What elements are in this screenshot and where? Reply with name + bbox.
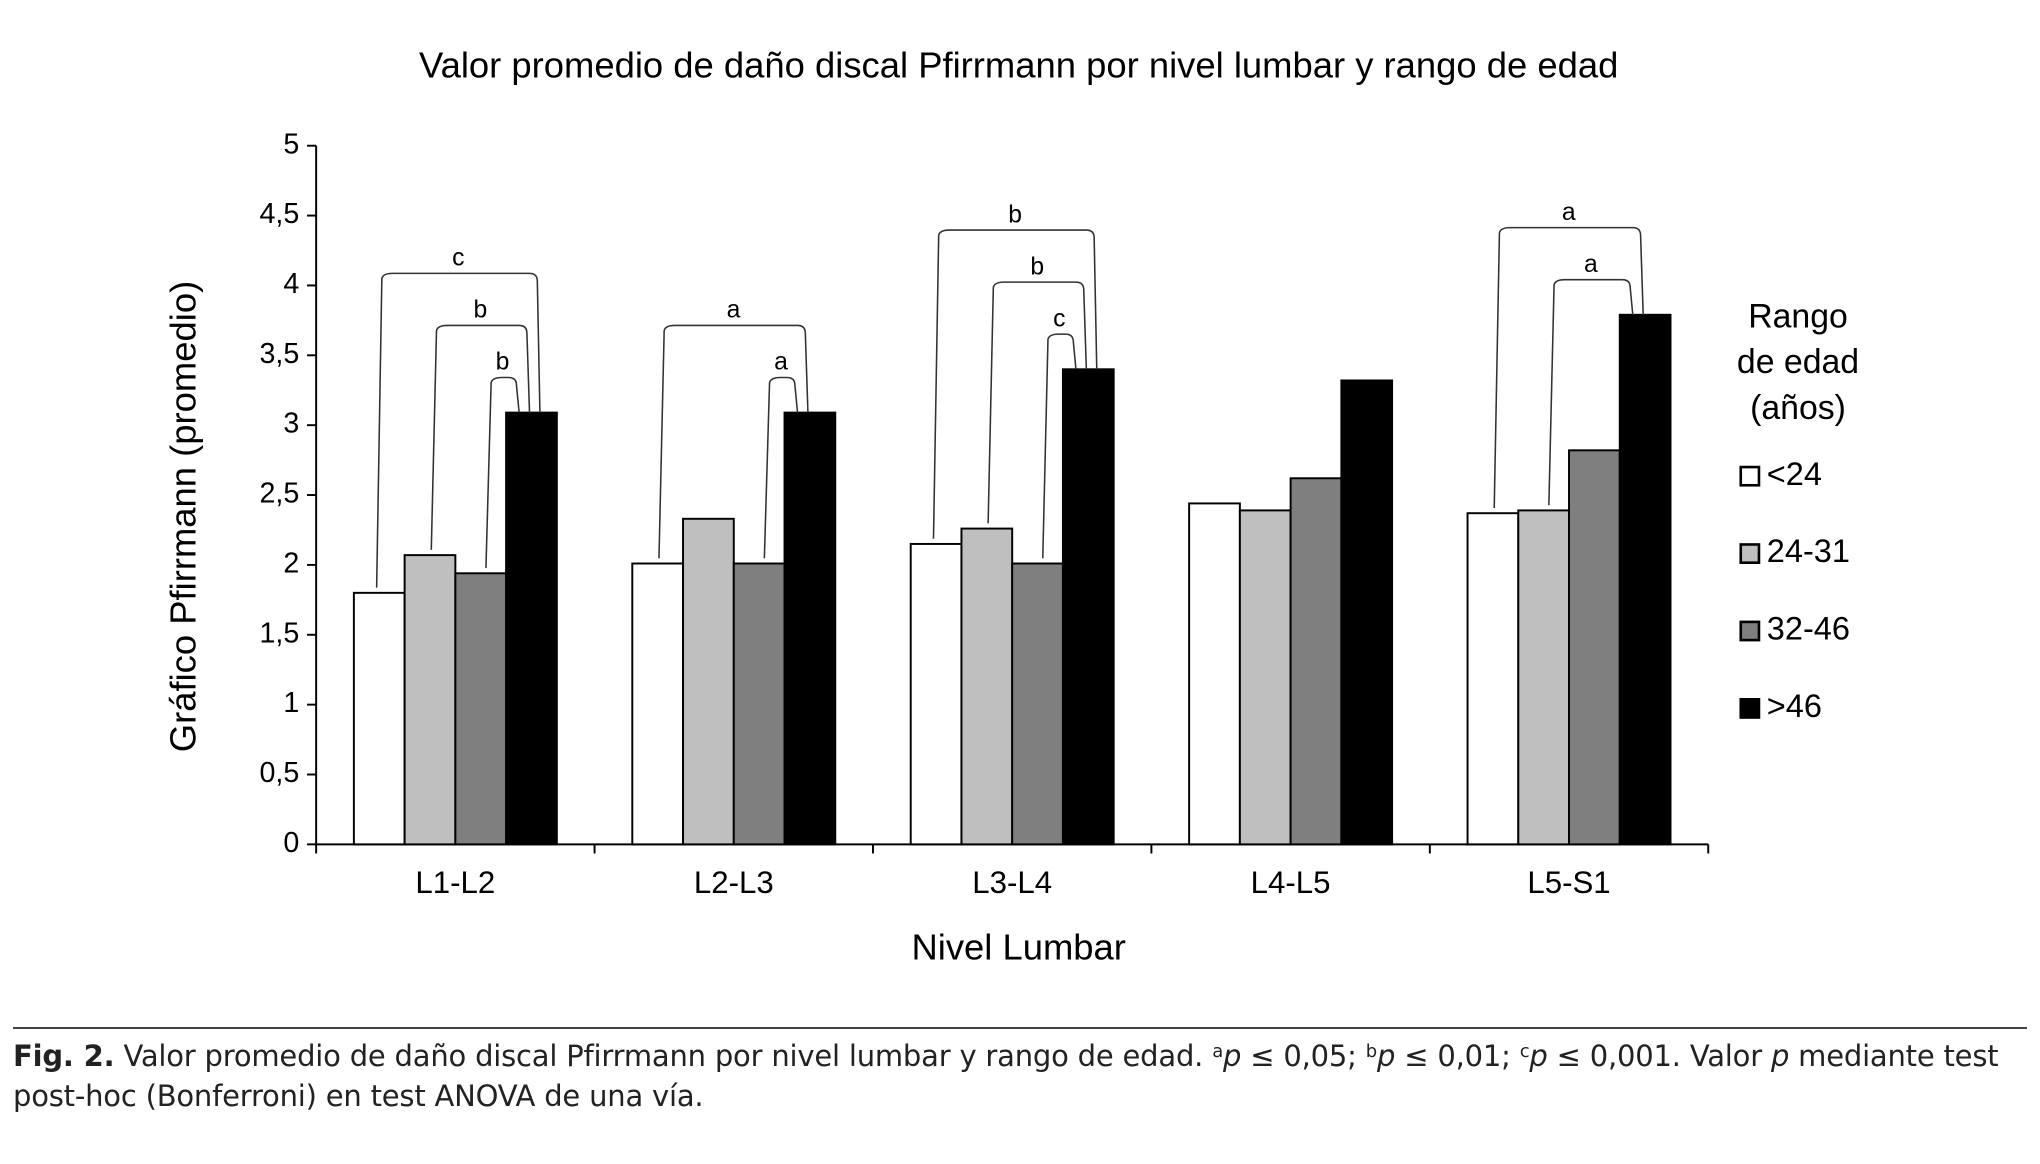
- bar: [1011, 562, 1064, 846]
- legend-swatch: [1739, 620, 1761, 642]
- y-tick-label: 3,5: [259, 338, 299, 370]
- bar: [454, 572, 508, 846]
- bar: [909, 542, 963, 846]
- significance-label: b: [474, 297, 488, 324]
- separator: [13, 1027, 2027, 1029]
- significance-label: c: [1053, 305, 1065, 332]
- legend-label: 32-46: [1767, 611, 1850, 647]
- significance-label: a: [1584, 251, 1598, 278]
- caption-text: mediante test post-hoc (Bonferroni) en t…: [13, 1039, 1999, 1113]
- caption-text: b: [1365, 1041, 1377, 1062]
- bar: [1618, 313, 1672, 846]
- bar: [1188, 502, 1241, 846]
- legend-title: de edad: [1737, 343, 1859, 381]
- bar: [732, 562, 786, 846]
- significance-bracket: [763, 376, 799, 559]
- significance-label: b: [1008, 201, 1022, 228]
- caption-text: p: [1223, 1039, 1242, 1073]
- legend-swatch: [1739, 697, 1761, 719]
- bar: [960, 527, 1014, 846]
- y-tick-label: 0,5: [259, 757, 299, 789]
- bar: [1517, 509, 1571, 846]
- y-tick-label: 4,5: [259, 198, 299, 230]
- y-tick-label: 0: [283, 827, 299, 859]
- x-tick-label: L4-L5: [1251, 865, 1331, 900]
- bar: [1568, 449, 1621, 846]
- significance-bracket: [658, 324, 809, 559]
- x-tick-label: L5-S1: [1527, 865, 1610, 900]
- y-tick-label: 4: [283, 268, 299, 300]
- x-tick-label: L2-L3: [694, 865, 774, 900]
- bar: [1466, 512, 1520, 846]
- y-tick-label: 1: [283, 687, 299, 719]
- legend-title: Rango: [1748, 298, 1848, 336]
- y-axis-title: Gráfico Pfirrmann (promedio): [163, 281, 204, 752]
- bar: [403, 554, 457, 846]
- significance-label: a: [727, 297, 741, 324]
- significance-label: a: [1562, 199, 1576, 226]
- caption-text: p: [1377, 1039, 1396, 1073]
- significance-bracket: [430, 324, 531, 550]
- legend-label: <24: [1767, 456, 1822, 492]
- significance-bracket: [1548, 278, 1634, 506]
- significance-bracket: [932, 229, 1098, 539]
- significance-label: c: [452, 245, 464, 272]
- x-axis-title: Nivel Lumbar: [911, 926, 1125, 967]
- caption-text: ≤ 0,05;: [1241, 1039, 1366, 1073]
- significance-label: b: [1030, 253, 1044, 280]
- significance-bracket: [1493, 226, 1644, 509]
- caption-text: a: [1212, 1041, 1224, 1062]
- bar: [1061, 368, 1115, 846]
- significance-bracket: [485, 376, 520, 569]
- chart-title: Valor promedio de daño discal Pfirrmann …: [419, 44, 1618, 85]
- caption-text: ≤ 0,001. Valor: [1547, 1039, 1771, 1073]
- chart: Valor promedio de daño discal Pfirrmann …: [163, 44, 1859, 967]
- y-tick-label: 2,5: [259, 478, 299, 510]
- y-tick-label: 5: [283, 128, 299, 160]
- legend-swatch: [1739, 465, 1761, 487]
- bar: [352, 591, 406, 846]
- caption-text: c: [1519, 1041, 1530, 1062]
- y-tick-label: 2: [283, 547, 299, 579]
- bar: [783, 411, 837, 846]
- y-tick-label: 3: [283, 408, 299, 440]
- bar: [682, 517, 735, 846]
- significance-label: a: [774, 349, 788, 376]
- significance-label: b: [496, 349, 510, 376]
- legend-label: 24-31: [1767, 533, 1850, 569]
- caption-label: Fig. 2.: [13, 1039, 115, 1073]
- bar: [1238, 509, 1292, 846]
- legend-title: (años): [1750, 389, 1846, 427]
- x-tick-label: L3-L4: [972, 865, 1052, 900]
- bar: [505, 411, 558, 846]
- bar: [631, 562, 685, 846]
- caption: Fig. 2. Valor promedio de daño discal Pf…: [13, 1036, 2035, 1116]
- caption-text: ≤ 0,01;: [1395, 1039, 1520, 1073]
- bar: [1289, 477, 1343, 846]
- y-tick-label: 1,5: [259, 617, 299, 649]
- caption-text: p: [1529, 1039, 1548, 1073]
- x-tick-label: L1-L2: [415, 865, 495, 900]
- significance-bracket: [375, 272, 541, 588]
- legend-swatch: [1739, 543, 1761, 564]
- significance-bracket: [987, 281, 1088, 524]
- legend-label: >46: [1767, 688, 1822, 724]
- caption-text: Valor promedio de daño discal Pfirrmann …: [114, 1039, 1213, 1073]
- caption-text: p: [1770, 1039, 1790, 1073]
- significance-bracket: [1041, 333, 1077, 559]
- bar: [1340, 379, 1394, 846]
